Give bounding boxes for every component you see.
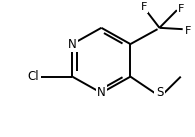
Text: N: N [68,38,77,51]
Text: F: F [185,25,192,35]
Text: N: N [97,86,106,99]
Text: F: F [178,4,184,14]
Text: Cl: Cl [28,70,39,83]
Text: F: F [141,2,147,12]
Text: S: S [156,86,163,99]
